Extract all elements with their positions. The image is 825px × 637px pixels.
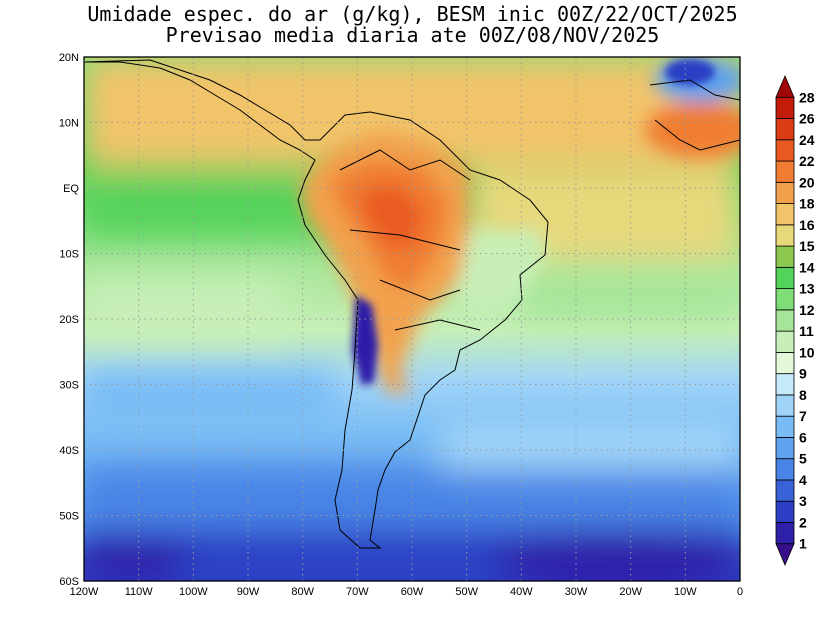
lon-tick-label: 120W: [70, 586, 99, 598]
lat-tick-label: 10S: [59, 249, 79, 261]
lon-tick-label: 30W: [565, 586, 588, 598]
lon-tick-label: 0: [737, 586, 743, 598]
lon-tick-label: 40W: [510, 586, 533, 598]
colorbar-swatch: [775, 309, 795, 332]
colorbar-swatch: [775, 224, 795, 247]
lat-tick-label: 60S: [59, 576, 79, 588]
colorbar-level-label: 6: [799, 429, 807, 445]
lat-tick-label: 30S: [59, 380, 79, 392]
lat-tick-label: 10N: [59, 118, 79, 130]
colorbar-swatch: [775, 139, 795, 162]
colorbar-level-label: 12: [799, 302, 815, 318]
colorbar-swatch: [775, 203, 795, 226]
lat-tick-label: 40S: [59, 445, 79, 457]
colorbar-swatch: [775, 437, 795, 460]
colorbar-swatch: [775, 181, 795, 204]
colorbar-swatch: [775, 118, 795, 141]
colorbar-level-label: 26: [799, 111, 815, 127]
lon-tick-label: 90W: [237, 586, 260, 598]
colorbar-swatch: [775, 479, 795, 502]
colorbar-level-label: 22: [799, 153, 815, 169]
colorbar-cap-bottom: [775, 543, 795, 567]
colorbar-level-label: 8: [799, 387, 807, 403]
colorbar-level-label: 18: [799, 196, 815, 212]
lon-tick-label: 20W: [619, 586, 642, 598]
map-subtitle: Previsao media diaria ate 00Z/08/NOV/202…: [165, 23, 660, 47]
colorbar-level-label: 7: [799, 408, 807, 424]
map-title: Umidade espec. do ar (g/kg), BESM inic 0…: [87, 2, 738, 26]
lat-tick-label: 20S: [59, 314, 79, 326]
map-frame: [83, 56, 741, 582]
colorbar-level-label: 11: [799, 323, 814, 339]
colorbar-level-label: 4: [799, 472, 807, 488]
longitude-labels: 120W 110W 100W 90W 80W 70W 60W 50W 40W 30W 20W 10W 0: [70, 586, 743, 598]
colorbar-level-label: 20: [799, 174, 815, 190]
colorbar-level-label: 2: [799, 514, 807, 530]
colorbar-level-label: 9: [799, 366, 807, 382]
lon-tick-label: 10W: [674, 586, 697, 598]
colorbar-level-label: 1: [799, 536, 807, 552]
colorbar-swatch: [775, 458, 795, 481]
colorbar-swatch: [775, 245, 795, 268]
lat-tick-label: 50S: [59, 511, 79, 523]
colorbar-level-label: 3: [799, 493, 807, 509]
colorbar-swatch: [775, 500, 795, 523]
colorbar-level-label: 24: [799, 132, 815, 148]
lat-tick-label: EQ: [63, 183, 79, 195]
lat-tick-label: 20N: [59, 52, 79, 64]
colorbar-swatch: [775, 522, 795, 545]
colorbar-level-label: 5: [799, 451, 807, 467]
colorbar-swatch: [775, 160, 795, 183]
lon-tick-label: 70W: [346, 586, 369, 598]
humidity-field: [84, 57, 740, 581]
lon-tick-label: 100W: [179, 586, 208, 598]
colorbar-level-label: 14: [799, 259, 815, 275]
colorbar-level-label: 15: [799, 238, 815, 254]
latitude-labels: 20N 10N EQ 10S 20S 30S 40S 50S 60S: [59, 52, 80, 588]
colorbar-swatch: [775, 288, 795, 311]
lon-tick-label: 60W: [401, 586, 424, 598]
colorbar-swatch: [775, 330, 795, 353]
lon-tick-label: 110W: [125, 586, 154, 598]
colorbar-swatch: [775, 415, 795, 438]
coastline-outlines: [84, 59, 740, 549]
colorbar-level-label: 16: [799, 217, 815, 233]
colorbar-level-label: 28: [799, 89, 815, 105]
lon-tick-label: 80W: [291, 586, 314, 598]
colorbar-level-label: 13: [799, 281, 815, 297]
colorbar-swatch: [775, 351, 795, 375]
colorbar-cap-top: [775, 74, 795, 98]
colorbar-level-label: 10: [799, 344, 815, 360]
lon-tick-label: 50W: [455, 586, 478, 598]
colorbar-swatch: [775, 96, 795, 119]
colorbar-swatch: [775, 266, 795, 290]
colorbar-swatch: [775, 394, 795, 417]
colorbar-swatch: [775, 373, 795, 396]
